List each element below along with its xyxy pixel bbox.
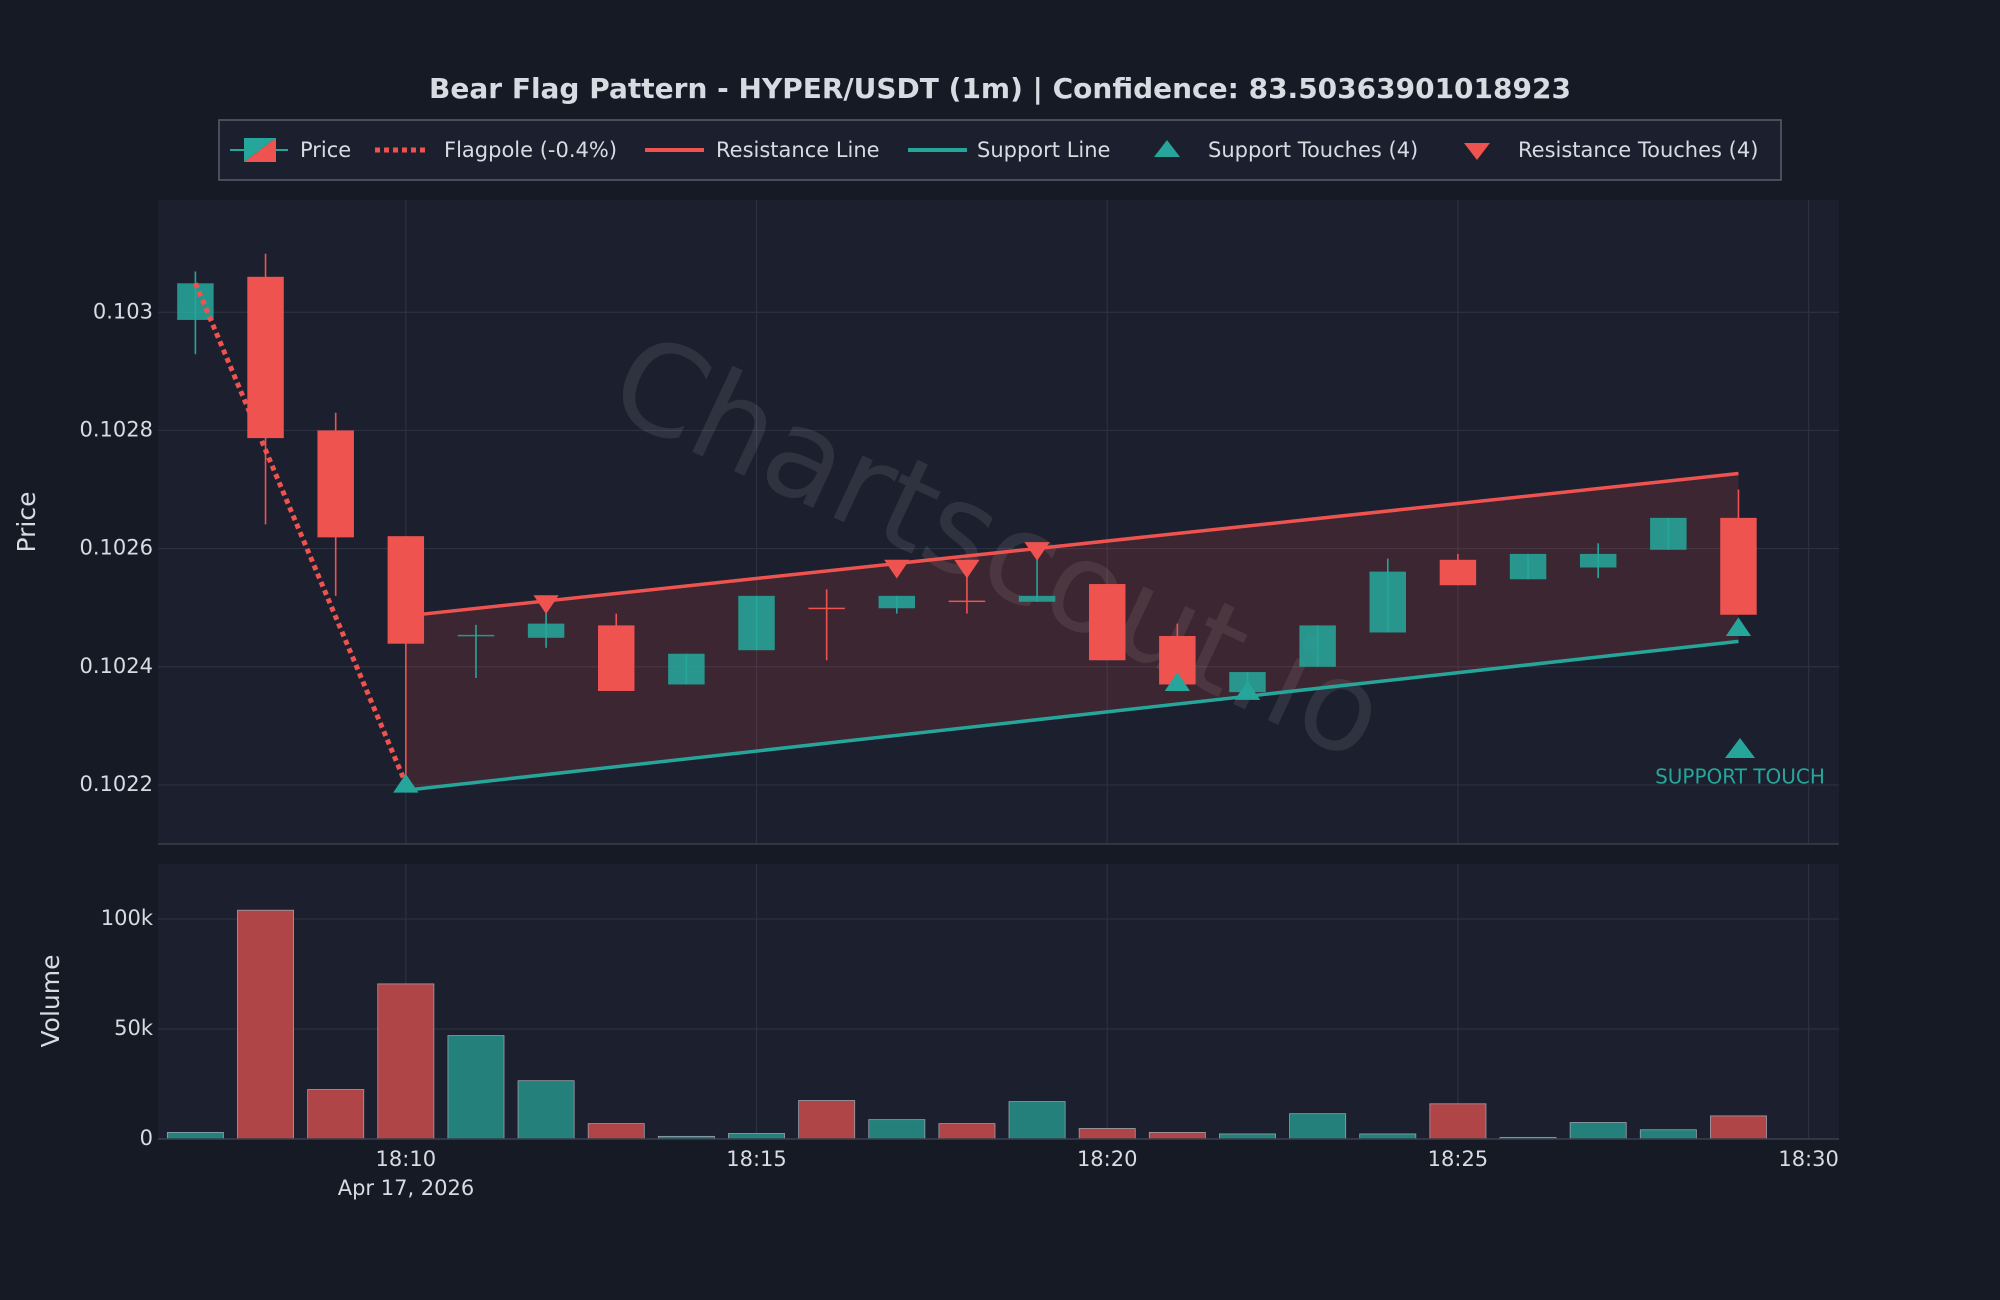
- candle-body: [668, 653, 705, 685]
- legend: Price Flagpole (-0.4%) Resistance Line S…: [218, 119, 1782, 181]
- candle-body: [878, 595, 916, 609]
- legend-label: Resistance Line: [716, 138, 880, 162]
- candle-body: [1369, 571, 1407, 633]
- overlay-line: [405, 471, 1739, 618]
- volume-bar: [1078, 1128, 1136, 1140]
- y-tick-label: 100k: [101, 906, 154, 930]
- channel-fill: [405, 473, 1739, 791]
- touch-marker: [1164, 672, 1191, 691]
- legend-box: [218, 119, 1782, 181]
- annotation-marker: [1725, 738, 1755, 758]
- candle-body: [177, 283, 214, 320]
- x-date-label: Apr 17, 2026: [338, 1176, 475, 1200]
- x-tick-label: 18:30: [1778, 1147, 1839, 1171]
- candle-body: [738, 595, 775, 651]
- legend-icon: [1154, 140, 1180, 157]
- candle-body: [1720, 517, 1757, 615]
- legend-label: Flagpole (-0.4%): [444, 138, 617, 162]
- volume-bar: [377, 983, 435, 1140]
- volume-bar: [447, 1035, 505, 1140]
- candle-body: [317, 430, 354, 538]
- candle-body: [247, 276, 284, 439]
- x-tick-label: 18:25: [1428, 1147, 1489, 1171]
- candle-body: [457, 634, 495, 637]
- volume-bar: [587, 1123, 645, 1140]
- volume-bar: [1569, 1122, 1627, 1140]
- touch-marker: [954, 559, 980, 579]
- volume-bar: [728, 1133, 785, 1140]
- volume-bar: [1148, 1132, 1206, 1140]
- y-tick-label: 0.103: [93, 299, 153, 323]
- volume-bar: [938, 1123, 996, 1140]
- price-panel: [158, 200, 1839, 844]
- y-tick-label: 0: [140, 1126, 153, 1150]
- candle-body: [1509, 553, 1547, 580]
- y-tick-label: 0.1028: [80, 417, 153, 441]
- touch-marker: [1725, 617, 1752, 637]
- legend-icon: [1464, 143, 1490, 160]
- candle-body: [1018, 595, 1056, 602]
- chart-title: Bear Flag Pattern - HYPER/USDT (1m) | Co…: [429, 72, 1571, 105]
- touch-marker: [533, 595, 559, 614]
- volume-bar: [166, 1132, 224, 1140]
- touch-marker: [393, 773, 419, 793]
- overlay-line: [193, 282, 409, 785]
- volume-bar: [868, 1119, 926, 1140]
- y-tick-label: 0.1024: [80, 654, 153, 678]
- touch-marker: [1024, 542, 1050, 561]
- candle-body: [1088, 584, 1126, 661]
- annotation: SUPPORT TOUCH: [1655, 765, 1825, 789]
- y-tick-label: 50k: [114, 1016, 154, 1040]
- touch-marker: [1234, 681, 1261, 700]
- volume-panel: [158, 864, 1839, 1139]
- volume-bar: [517, 1080, 575, 1140]
- y-axis-label: Price: [12, 492, 41, 553]
- candle-body: [387, 536, 425, 644]
- touch-marker: [884, 559, 910, 579]
- legend-label: Support Line: [977, 138, 1110, 162]
- candle-body: [527, 623, 565, 638]
- legend-label: Resistance Touches (4): [1518, 138, 1758, 162]
- volume-bar: [1710, 1115, 1767, 1140]
- legend-label: Support Touches (4): [1208, 138, 1418, 162]
- volume-bar: [1429, 1103, 1487, 1140]
- volume-bar: [1289, 1113, 1347, 1140]
- volume-bar: [1008, 1101, 1066, 1140]
- volume-bar: [1359, 1133, 1417, 1140]
- y-tick-label: 0.1022: [80, 772, 153, 796]
- volume-bar: [1219, 1133, 1276, 1140]
- candle-body: [1299, 625, 1336, 667]
- volume-bar: [237, 909, 295, 1140]
- overlay-line: [405, 639, 1739, 792]
- volume-bar: [798, 1100, 856, 1140]
- candle-body: [808, 607, 845, 610]
- legend-icon: [244, 138, 276, 162]
- y-axis-label: Volume: [36, 955, 65, 1048]
- candle-body: [598, 625, 635, 691]
- y-tick-label: 0.1026: [80, 536, 153, 560]
- candle-body: [1439, 559, 1477, 586]
- x-tick-label: 18:10: [376, 1147, 437, 1171]
- volume-bar: [1639, 1129, 1697, 1140]
- candle-body: [1579, 553, 1617, 568]
- candle-body: [1650, 517, 1687, 550]
- legend-label: Price: [300, 138, 351, 162]
- candle-body: [948, 600, 986, 603]
- x-tick-label: 18:15: [726, 1147, 787, 1171]
- x-tick-label: 18:20: [1077, 1147, 1138, 1171]
- volume-bar: [307, 1089, 365, 1140]
